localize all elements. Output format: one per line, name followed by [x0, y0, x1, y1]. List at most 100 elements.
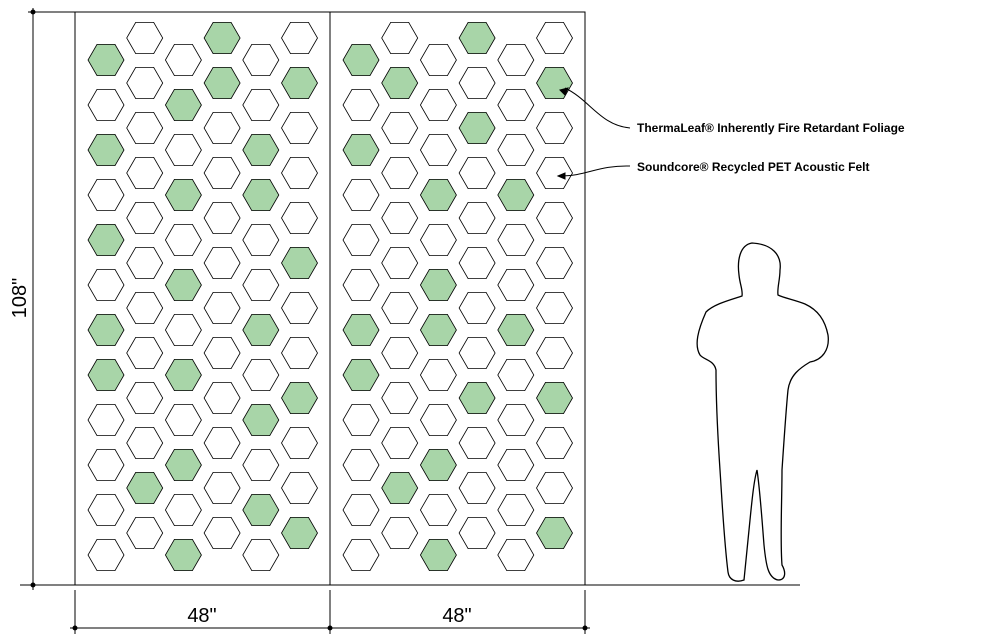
hex-tile [242, 358, 280, 392]
hex-tile [87, 403, 125, 437]
hex-tile [342, 133, 380, 167]
hex-tile [281, 336, 318, 370]
hex-tile [203, 246, 241, 280]
hex-tile [419, 133, 457, 167]
hex-tile [419, 89, 457, 121]
hex-tile [126, 336, 164, 370]
hex-tile [342, 313, 380, 347]
hex-tile [242, 448, 280, 482]
callout-label: ThermaLeaf® Inherently Fire Retardant Fo… [637, 121, 905, 135]
hex-tile [536, 156, 573, 190]
human-silhouette [696, 242, 829, 582]
hex-tile [536, 426, 573, 460]
hex-tile [342, 89, 380, 121]
hex-tile [242, 313, 280, 347]
hex-tile [164, 44, 202, 76]
hex-tile [381, 67, 419, 99]
hex-tile [342, 178, 380, 212]
hex-tile [242, 493, 280, 526]
hex-tile [536, 201, 573, 235]
hex-tile [164, 133, 202, 167]
hex-tile [381, 517, 419, 549]
hex-tile [164, 223, 202, 257]
hex-tile [458, 381, 496, 415]
hex-tile [536, 381, 573, 415]
hex-tile [458, 517, 496, 549]
hex-tile [381, 156, 419, 190]
hex-tile [126, 426, 164, 460]
hex-tile [419, 268, 457, 302]
hex-tile [497, 313, 535, 347]
hex-tile [164, 448, 202, 482]
hex-tile [381, 426, 419, 460]
hex-tile [281, 156, 318, 190]
hex-tile [458, 471, 496, 505]
hex-tile [342, 223, 380, 257]
hex-tile [203, 112, 241, 145]
hex-tile [458, 67, 496, 99]
hex-tile [419, 178, 457, 212]
hex-tile [458, 156, 496, 190]
hex-tile [458, 426, 496, 460]
hex-tile [419, 539, 457, 571]
hex-tile [381, 381, 419, 415]
hex-tile [87, 539, 125, 571]
hex-tile [203, 201, 241, 235]
hex-tile [203, 156, 241, 190]
hex-tile [87, 493, 125, 526]
hex-tile [126, 291, 164, 325]
hex-tile [497, 89, 535, 121]
hex-tile [458, 291, 496, 325]
hex-tile [419, 44, 457, 76]
hex-tile [381, 336, 419, 370]
hex-tile [381, 471, 419, 505]
hex-tile [87, 268, 125, 302]
hex-tile [381, 21, 419, 54]
hex-tile [242, 539, 280, 571]
hex-tile [497, 403, 535, 437]
hex-tile [458, 246, 496, 280]
hex-tile [497, 133, 535, 167]
hex-tile [342, 403, 380, 437]
hex-tile [242, 403, 280, 437]
hex-tile [126, 112, 164, 145]
hex-tile [381, 201, 419, 235]
hex-tile [203, 471, 241, 505]
hex-tile [536, 67, 573, 99]
hex-tile [203, 21, 241, 54]
hex-tile [281, 67, 318, 99]
hex-tile [497, 358, 535, 392]
hex-tile [342, 358, 380, 392]
width-label: 48" [187, 605, 216, 627]
hex-tile [87, 448, 125, 482]
hex-tile [126, 381, 164, 415]
hex-tile [242, 223, 280, 257]
hex-tile [203, 381, 241, 415]
hex-tile [536, 112, 573, 145]
hex-tile [87, 313, 125, 347]
hex-tile [497, 44, 535, 76]
hex-tile [87, 133, 125, 167]
hex-tile [536, 291, 573, 325]
leader-lines [556, 87, 631, 180]
hex-tile [281, 201, 318, 235]
hex-tile [458, 201, 496, 235]
hex-tile [87, 178, 125, 212]
hex-tile [419, 403, 457, 437]
hex-tile [203, 336, 241, 370]
hex-tile [164, 358, 202, 392]
hex-tile [87, 89, 125, 121]
hex-tile [126, 517, 164, 549]
hex-tile [342, 539, 380, 571]
hex-tile [281, 21, 318, 54]
dimension-lines [28, 8, 590, 634]
hex-pattern [87, 21, 573, 571]
hex-tile [281, 471, 318, 505]
hex-tile [342, 493, 380, 526]
hex-tile [342, 448, 380, 482]
hex-tile [342, 268, 380, 302]
hex-tile [497, 493, 535, 526]
hex-tile [497, 178, 535, 212]
width-label: 48" [442, 605, 471, 627]
hex-tile [497, 223, 535, 257]
